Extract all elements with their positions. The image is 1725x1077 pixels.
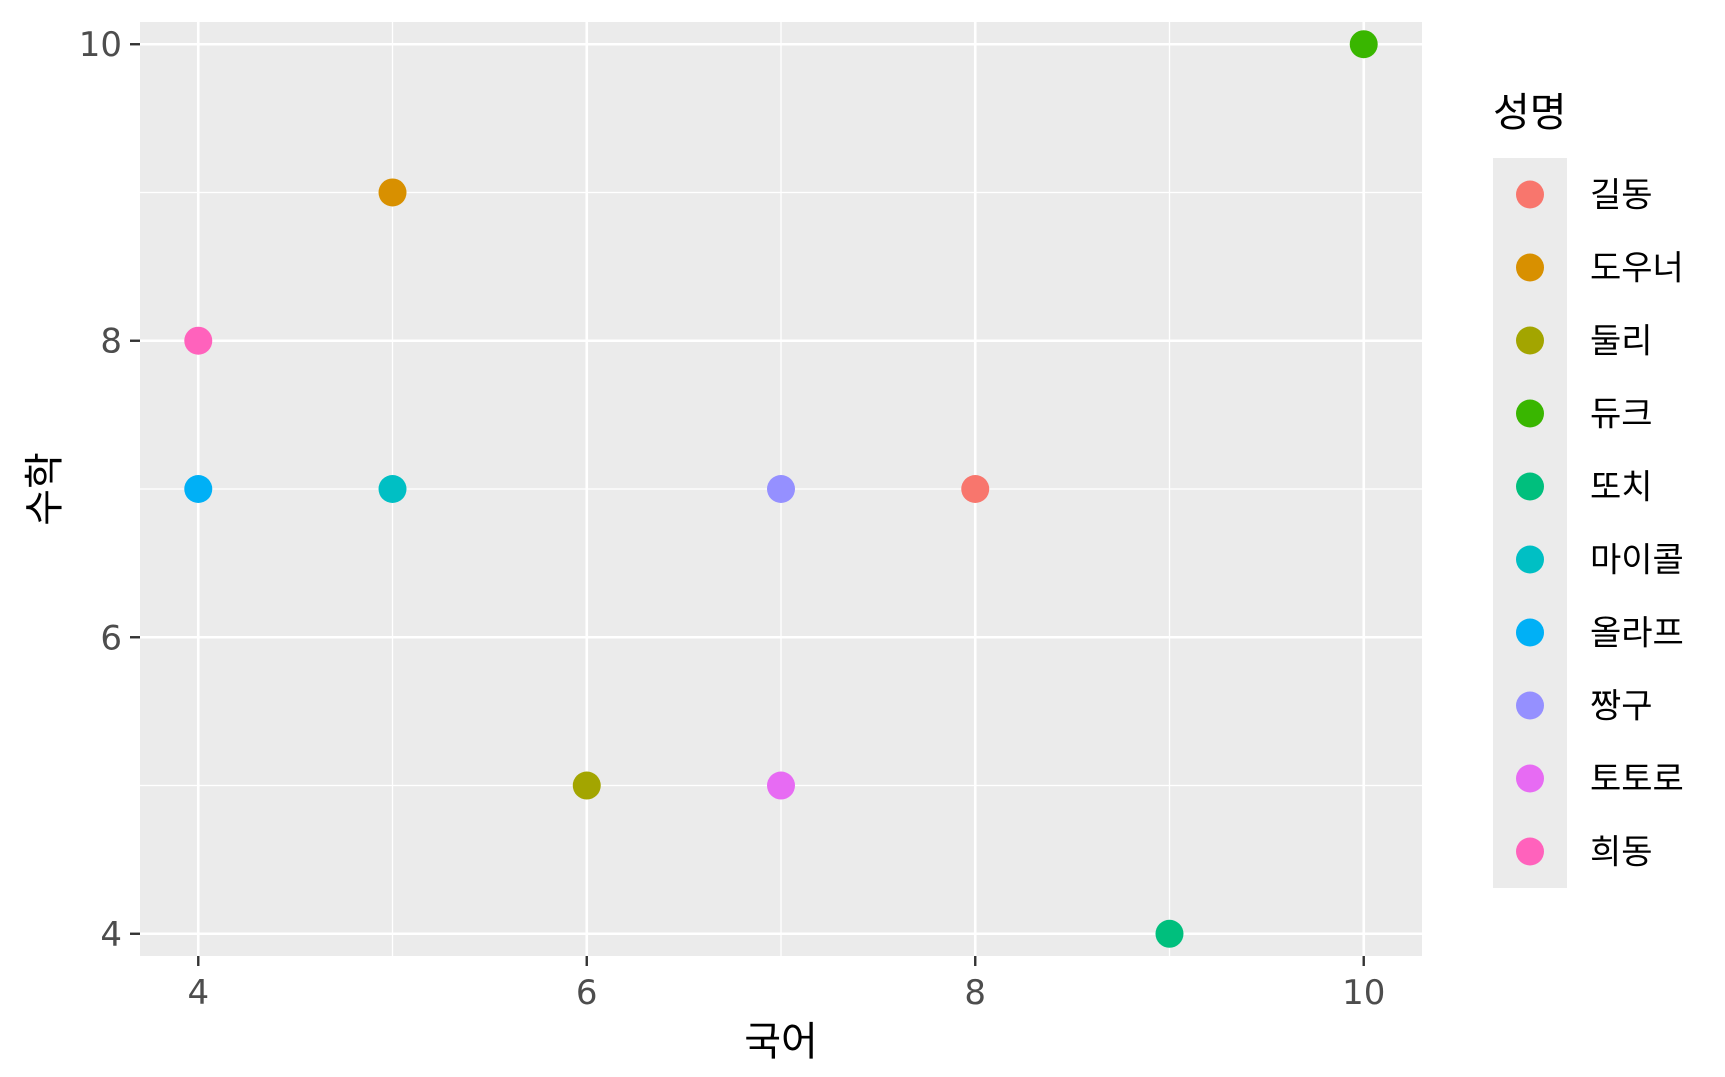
x-tick-label: 6: [576, 973, 598, 1013]
legend-key: [1516, 691, 1544, 720]
data-point: [378, 475, 407, 503]
legend-key: [1516, 837, 1544, 866]
data-point: [767, 475, 795, 503]
data-point: [1349, 30, 1378, 59]
y-tick-label: 4: [100, 915, 122, 955]
legend-key: [1516, 618, 1544, 647]
data-point: [572, 771, 601, 800]
legend-key: [1516, 764, 1544, 793]
data-point: [767, 771, 795, 800]
legend-label: 둘리: [1590, 322, 1653, 362]
legend-label: 희동: [1590, 833, 1653, 873]
legend-label: 길동: [1590, 176, 1653, 216]
x-axis: 4 6 8 10: [187, 956, 1385, 1013]
y-axis: 4 6 8 10: [79, 25, 140, 955]
legend-label: 마이콜: [1590, 541, 1684, 581]
legend-label: 올라프: [1590, 614, 1684, 654]
legend-label: 도우너: [1590, 249, 1684, 289]
legend-label: 또치: [1590, 468, 1653, 508]
major-grid: [140, 22, 1422, 956]
legend-title: 성명: [1493, 90, 1567, 136]
x-tick-label: 8: [964, 973, 986, 1013]
x-axis-title: 국어: [744, 1019, 818, 1065]
legend-key: [1516, 253, 1544, 282]
data-point: [184, 326, 213, 355]
x-tick-label: 4: [187, 973, 209, 1013]
y-tick-label: 10: [79, 25, 122, 65]
legend-key: [1516, 472, 1544, 501]
y-axis-title: 수학: [22, 452, 68, 526]
legend-label: 토토로: [1590, 760, 1684, 800]
data-points: [184, 30, 1378, 948]
data-point: [961, 475, 990, 503]
legend-label: 짱구: [1590, 687, 1653, 727]
data-point: [184, 475, 213, 503]
y-tick-label: 8: [100, 322, 122, 362]
data-point: [1155, 919, 1184, 948]
legend-key: [1516, 399, 1544, 428]
legend-label: 듀크: [1590, 395, 1653, 435]
x-tick-label: 10: [1342, 973, 1385, 1013]
data-point: [378, 178, 407, 207]
legend-key: [1516, 326, 1544, 355]
legend-key: [1516, 180, 1544, 209]
y-tick-label: 6: [100, 618, 122, 658]
legend-key: [1516, 545, 1544, 574]
